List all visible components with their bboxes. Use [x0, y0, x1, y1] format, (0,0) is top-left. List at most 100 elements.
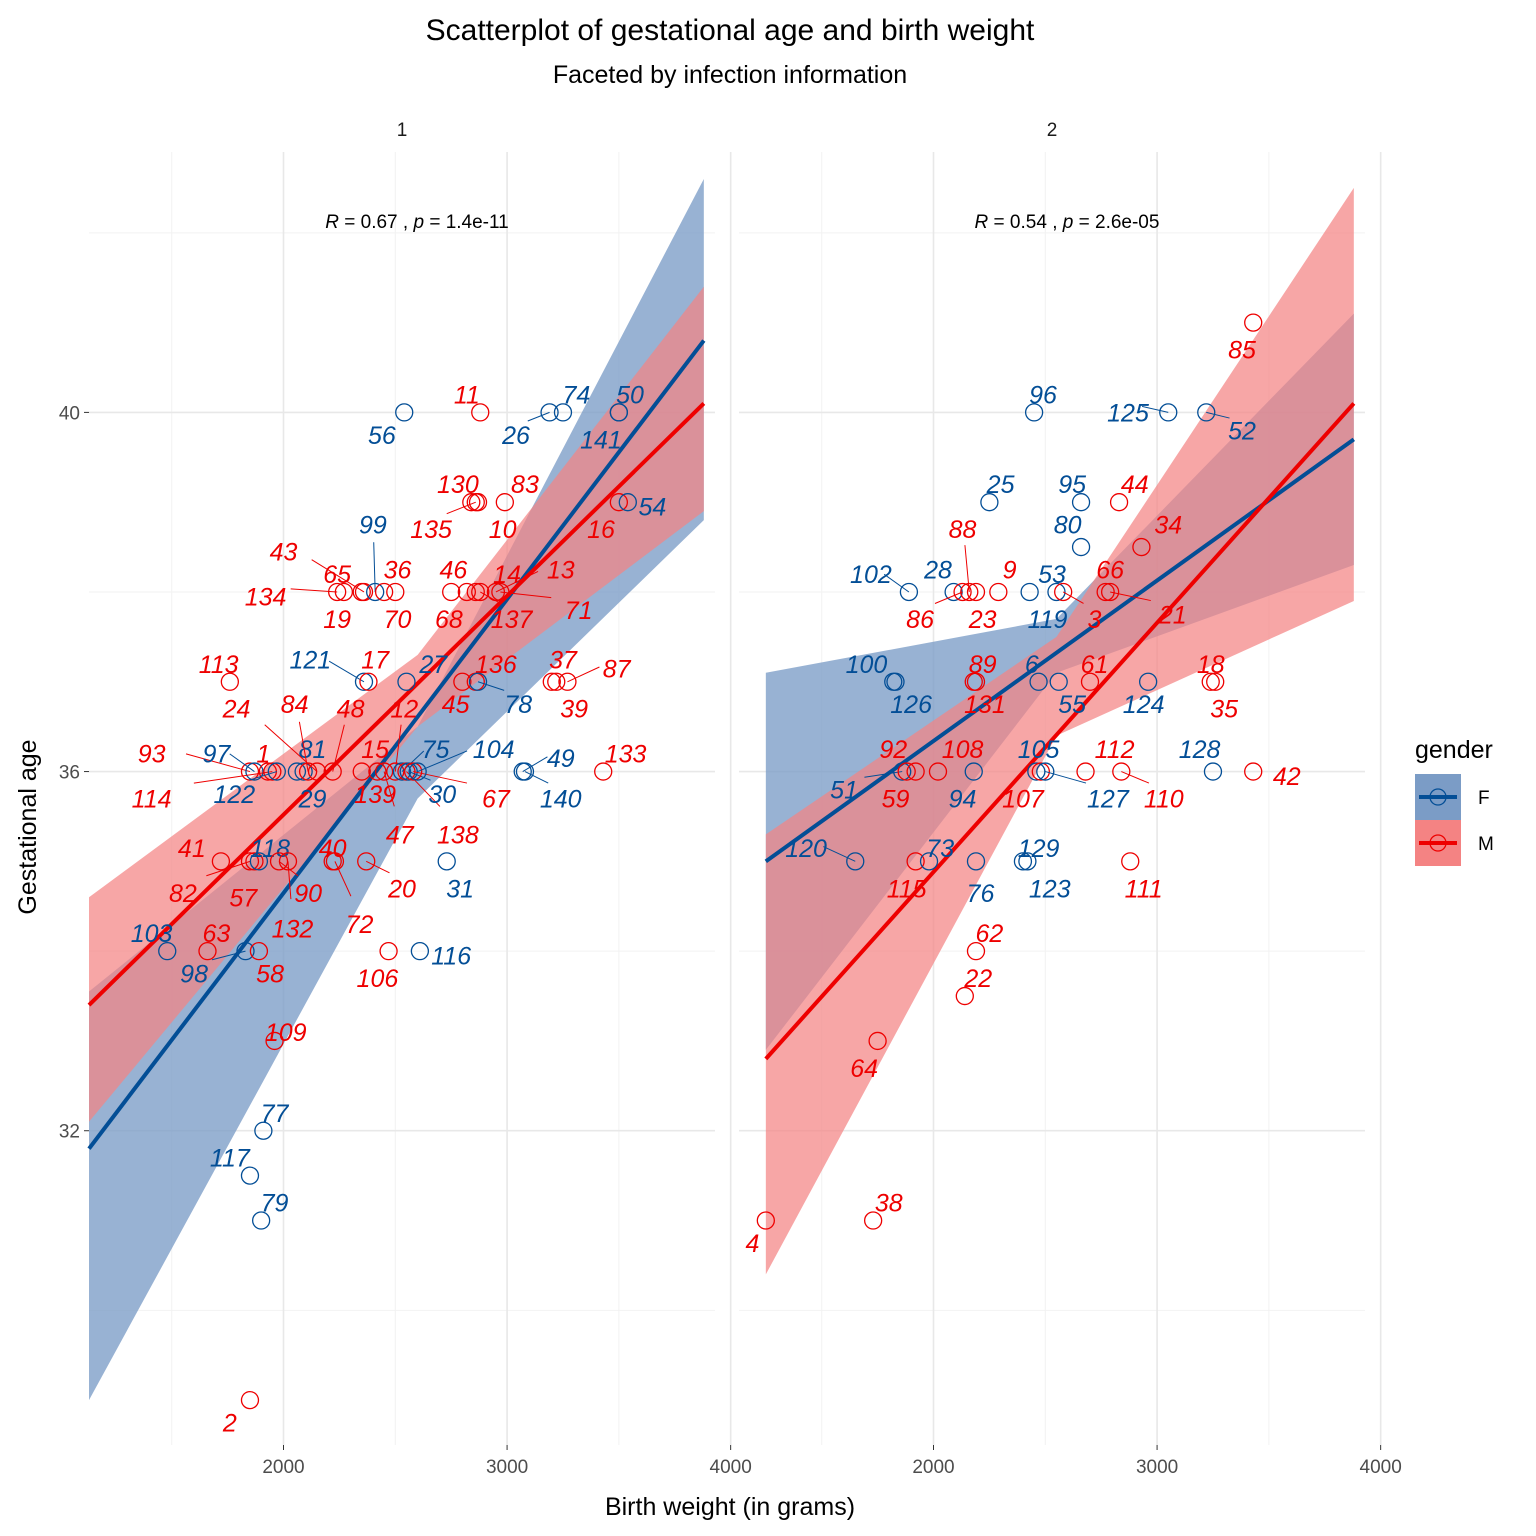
data-point: [352, 762, 371, 781]
data-point: [897, 762, 916, 781]
point-label: 135: [410, 516, 452, 544]
point-label: 42: [1273, 763, 1301, 791]
point-label: 15: [361, 736, 389, 764]
data-point: [354, 582, 374, 602]
data-point: [392, 762, 412, 781]
point-label: 121: [289, 646, 331, 674]
point-label: 34: [1154, 512, 1182, 540]
data-point: [1047, 582, 1066, 602]
point-label: 100: [846, 651, 888, 679]
point-label: 30: [428, 781, 456, 809]
data-point: [1244, 313, 1263, 332]
label-leader-line: [864, 771, 903, 778]
point-label: 68: [435, 606, 463, 634]
data-point: [386, 582, 405, 602]
data-point: [278, 852, 298, 871]
label-leader-line: [373, 542, 376, 592]
data-point: [245, 762, 264, 781]
data-point: [374, 582, 394, 602]
point-label: 85: [1228, 337, 1256, 365]
point-label: 89: [969, 651, 997, 679]
point-label: 90: [294, 880, 322, 908]
y-axis-title: Gestational age: [14, 739, 42, 914]
point-label: 45: [442, 691, 470, 719]
data-point: [468, 493, 488, 512]
data-point: [1013, 852, 1033, 871]
data-point: [906, 852, 925, 871]
data-point: [846, 852, 865, 871]
data-point: [899, 582, 919, 602]
x-tick-label: 4000: [1360, 1457, 1402, 1478]
data-point: [919, 852, 939, 871]
chart-subtitle: Faceted by infection information: [553, 61, 907, 89]
point-label: 86: [906, 606, 934, 634]
point-label: 9: [1003, 557, 1017, 585]
point-label: 129: [1018, 835, 1060, 863]
data-point: [553, 403, 573, 422]
point-label: 125: [1107, 399, 1149, 427]
point-label: 77: [261, 1100, 290, 1128]
point-label: 16: [587, 516, 615, 544]
point-label: 141: [580, 426, 622, 454]
x-axis-title: Birth weight (in grams): [605, 1493, 855, 1521]
data-point: [249, 941, 269, 961]
data-point: [1076, 762, 1095, 781]
data-point: [928, 762, 948, 781]
data-point: [960, 582, 979, 602]
y-tick-label: 40: [59, 403, 80, 424]
data-point: [263, 762, 282, 781]
data-point: [453, 672, 472, 691]
facet-strip-label: 2: [1047, 120, 1058, 141]
data-point: [386, 762, 405, 781]
point-label: 106: [357, 965, 399, 993]
point-label: 44: [1121, 471, 1149, 499]
point-label: 122: [213, 781, 255, 809]
label-leader-line: [446, 501, 476, 515]
data-point: [609, 493, 629, 512]
data-point: [1112, 762, 1131, 781]
point-label: 21: [1158, 601, 1187, 629]
label-leader-line: [334, 861, 352, 897]
point-label: 99: [359, 512, 387, 540]
label-leader-line: [408, 771, 431, 781]
data-point: [307, 762, 327, 781]
data-point: [542, 672, 561, 691]
annotation-part: p: [412, 212, 424, 233]
point-label: 19: [323, 606, 351, 634]
data-point: [609, 403, 629, 422]
label-leader-line: [495, 570, 539, 593]
label-leader-line: [311, 559, 365, 593]
point-label: 75: [422, 736, 450, 764]
point-label: 13: [547, 557, 575, 585]
regression-line-M: [764, 402, 1356, 1061]
legend-key-point: [1429, 788, 1447, 806]
label-leader-line: [413, 771, 468, 784]
data-point: [863, 1211, 883, 1230]
point-label: 88: [949, 516, 977, 544]
data-point: [893, 762, 912, 781]
data-point: [265, 1031, 284, 1051]
point-label: 72: [346, 911, 374, 939]
data-point: [379, 941, 398, 961]
facet-strip-label: 1: [397, 120, 408, 141]
point-label: 107: [1002, 786, 1045, 814]
point-label: 84: [281, 691, 309, 719]
label-leader-line: [524, 771, 549, 784]
point-label: 31: [446, 875, 474, 903]
label-leader-line: [249, 771, 277, 781]
data-point: [1020, 582, 1039, 602]
point-label: 51: [830, 777, 858, 805]
point-label: 104: [473, 736, 515, 764]
point-label: 111: [1125, 875, 1163, 903]
confidence-band-F: [89, 178, 704, 1401]
point-label: 132: [272, 916, 314, 944]
point-label: 98: [180, 961, 208, 989]
point-label: 29: [298, 786, 327, 814]
data-point: [236, 941, 255, 961]
data-point: [886, 672, 905, 691]
regression-line-M: [87, 401, 706, 1007]
data-point: [251, 1211, 271, 1230]
data-point: [287, 762, 307, 781]
data-point: [1027, 762, 1046, 781]
